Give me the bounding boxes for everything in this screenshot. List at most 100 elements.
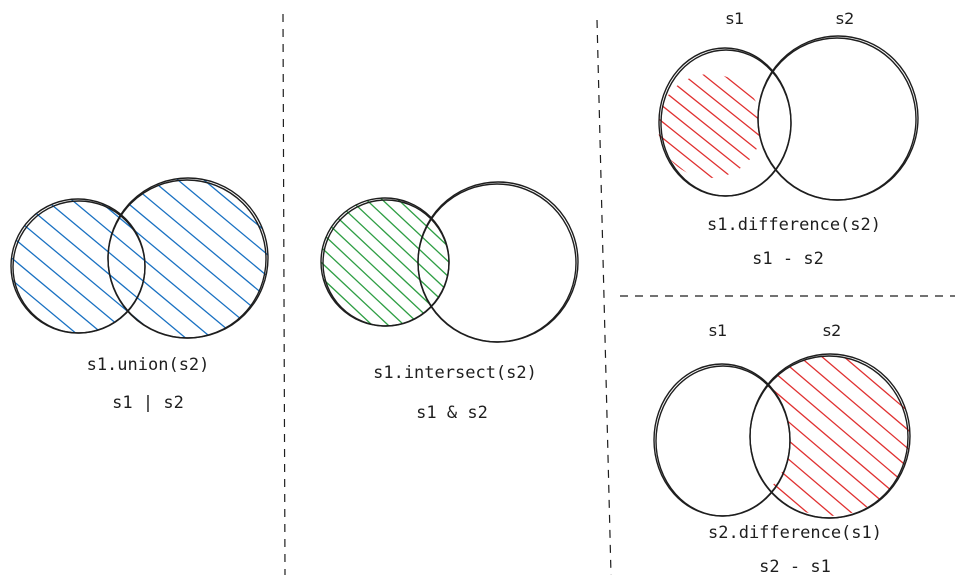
difference-hatch-line [527, 349, 729, 521]
diff2-left-set-label: s1 [709, 321, 728, 340]
intersect-hatch-line [321, 198, 389, 326]
difference-hatch-line [703, 349, 905, 521]
difference-hatch-line [159, 39, 361, 201]
difference-hatch-line [593, 349, 795, 521]
intersect-hatch-line [484, 190, 644, 340]
diff2-operator-label: s2 - s1 [759, 557, 831, 577]
divider-left [282, 13, 286, 576]
union-hatch-line [11, 178, 95, 338]
difference-hatch-line [307, 349, 509, 521]
difference-hatch-line [659, 349, 861, 521]
difference-hatch-line [791, 349, 970, 503]
intersect-hatch-line [321, 198, 357, 326]
difference-hatch-line [439, 39, 641, 201]
difference-hatch-line [571, 349, 773, 521]
diff1-right-set-label: s2 [836, 9, 855, 28]
union-hatch-line [582, 170, 822, 370]
difference-hatch-line [339, 39, 541, 201]
difference-s2-s1-diagram [219, 349, 970, 521]
difference-hatch-line [599, 39, 801, 201]
intersect-hatch-line [403, 198, 449, 326]
difference-hatch-line [459, 39, 661, 201]
intersect-hatch-line [20, 190, 180, 340]
intersect-hatch-line [321, 198, 421, 326]
union-hatch-line [165, 178, 268, 338]
difference-hatch-line [959, 39, 970, 49]
intersect-hatch-line [387, 198, 449, 326]
union-hatch-line [452, 170, 692, 370]
difference-hatch-line [579, 39, 781, 201]
difference-hatch-line [285, 349, 487, 521]
difference-hatch-line [857, 349, 970, 447]
difference-hatch-line [939, 39, 970, 65]
intersect-hatch-line [68, 190, 228, 340]
difference-hatch-line [769, 349, 970, 521]
difference-hatch-line [299, 39, 501, 201]
difference-hatch-line [241, 349, 443, 521]
intersect-hatch-line [500, 190, 660, 340]
difference-hatch-line [263, 349, 465, 521]
intersect-hatch-line [321, 198, 449, 326]
difference-hatch-line [329, 349, 531, 521]
difference-hatch-line [259, 39, 461, 201]
intersect-hatch-line [321, 198, 437, 326]
diff2-s2-circle-sketch [749, 355, 909, 519]
union-hatch-line [11, 178, 251, 338]
diff1-s1-circle-sketch [660, 49, 792, 197]
union-hatch-line [113, 178, 268, 338]
difference-hatch-line [819, 39, 970, 161]
difference-hatch-line [559, 39, 761, 201]
union-hatch-line [61, 178, 268, 338]
difference-hatch-line [479, 39, 681, 201]
intersect-hatch-line [321, 198, 341, 326]
intersect-s1-circle-sketch [322, 199, 450, 327]
difference-hatch-line [901, 349, 970, 409]
difference-hatch-line [747, 349, 949, 521]
difference-hatch-line [835, 349, 970, 465]
diff2-right-set-label: s2 [823, 321, 842, 340]
difference-hatch-line [615, 349, 817, 521]
union-hatch-line [11, 178, 225, 338]
diff1-method-label: s1.difference(s2) [707, 215, 881, 235]
intersect-hatch-line [355, 198, 449, 326]
difference-hatch-line [879, 39, 970, 113]
union-hatch-line [426, 170, 666, 370]
intersect-hatch-line [548, 190, 708, 340]
difference-hatch-line [919, 39, 970, 81]
difference-hatch-line [279, 39, 481, 201]
difference-hatch-line [417, 349, 619, 521]
intersect-hatch-line [435, 198, 449, 326]
union-hatch-line [217, 178, 268, 338]
difference-hatch-line [923, 349, 970, 390]
union-hatch-line [87, 178, 268, 338]
diff1-operator-label: s1 - s2 [752, 249, 824, 269]
difference-hatch-line [499, 39, 701, 201]
difference-hatch-line [379, 39, 581, 201]
intersect-hatch-line [580, 190, 740, 340]
difference-hatch-line [719, 39, 921, 201]
difference-hatch-line [199, 39, 401, 201]
intersect-hatch-line [339, 198, 449, 326]
difference-hatch-line [637, 349, 839, 521]
difference-hatch-line [619, 39, 821, 201]
divider-right [596, 19, 612, 576]
intersect-hatch-line [612, 190, 772, 340]
difference-hatch-line [179, 39, 381, 201]
intersect-hatch-line [321, 198, 449, 326]
union-hatch-line [608, 170, 848, 370]
difference-s2-s1-hatch [219, 349, 970, 521]
intersect-hatch-line [564, 190, 724, 340]
difference-hatch-line [219, 39, 421, 201]
union-hatch-line [139, 178, 268, 338]
intersect-hatch-line [323, 198, 449, 326]
diff2-method-label: s2.difference(s1) [708, 523, 882, 543]
difference-hatch-line [681, 349, 883, 521]
difference-hatch-line [679, 39, 881, 201]
difference-hatch-line [351, 349, 553, 521]
union-diagram [10, 170, 848, 370]
intersect-hatch-line [596, 190, 756, 340]
difference-hatch-line [359, 39, 561, 201]
difference-hatch-line [799, 39, 970, 177]
difference-hatch-line [373, 349, 575, 521]
union-hatch [11, 170, 848, 370]
